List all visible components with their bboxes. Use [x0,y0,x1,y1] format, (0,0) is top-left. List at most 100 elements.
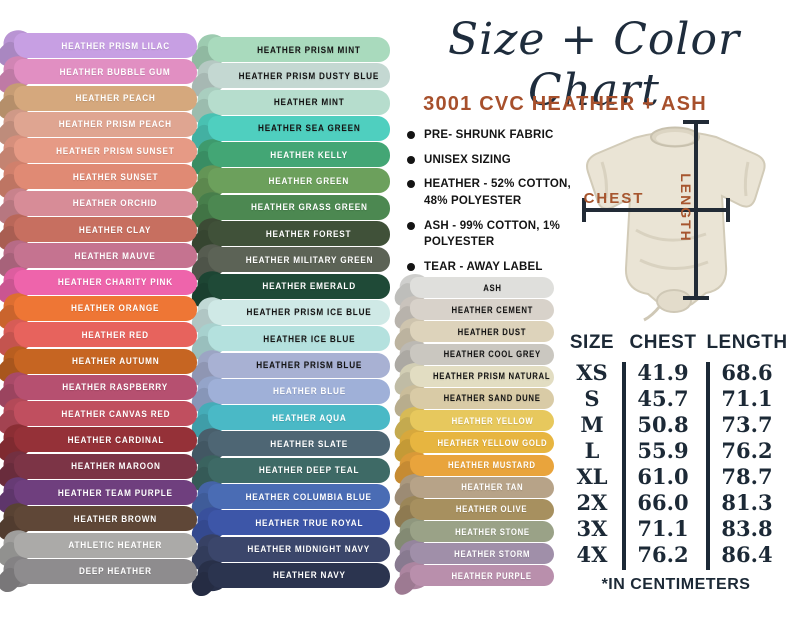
color-swatch: HEATHER STONE [410,521,554,543]
color-swatch-label: HEATHER MAUVE [74,250,157,261]
feature-text: HEATHER - 52% COTTON, 48% POLYESTER [424,178,571,208]
feature-text: PRE- SHRUNK FABRIC [424,129,554,141]
feature-list: PRE- SHRUNK FABRIC UNISEX SIZING HEATHER -… [407,127,579,284]
color-swatch: HEATHER DUST [410,321,554,343]
header-length: LENGTH [706,332,788,353]
tshirt-illustration: CHEST LENGTH [582,120,766,322]
color-swatch: HEATHER MINT [208,89,390,115]
bullet-icon [407,131,415,139]
color-swatch-label: HEATHER SUNSET [72,171,159,182]
knot-tail [643,305,662,322]
length-cell: 73.7 [721,412,773,437]
color-swatch-label: HEATHER YELLOW GOLD [437,437,547,448]
product-subtitle: 3001 CVC HEATHER + ASH [423,93,707,115]
size-cell: 3X [576,516,608,541]
color-swatch: HEATHER AUTUMN [14,348,197,374]
size-cell: L [584,438,600,463]
color-swatch: HEATHER BLUE [208,378,390,404]
color-swatch-label: HEATHER CEMENT [451,304,533,315]
color-swatch-label: HEATHER ORCHID [73,198,158,209]
chest-cell: 41.9 [637,360,689,385]
color-swatch-label: HEATHER BUBBLE GUM [60,66,171,77]
shirt-measurement-diagram: CHEST LENGTH [556,110,794,328]
color-swatch: HEATHER TAN [410,476,554,498]
fabric-fold [743,161,750,197]
color-swatch-label: HEATHER ICE BLUE [262,333,356,344]
length-cell: 68.6 [721,360,773,385]
page-title: Size + Color Chart [447,14,741,116]
color-swatch: HEATHER PRISM DUSTY BLUE [208,63,390,89]
color-swatch: HEATHER BROWN [14,506,197,532]
color-swatch: HEATHER PURPLE [410,565,554,587]
color-swatch-label: HEATHER PRISM BLUE [256,360,362,371]
color-swatch: HEATHER MUSTARD [410,454,554,476]
color-swatch-label: HEATHER GREEN [268,175,350,186]
chest-cell: 50.8 [637,412,689,437]
color-swatch-label: HEATHER SEA GREEN [257,123,361,134]
fabric-fold [600,161,608,199]
color-swatch-label: HEATHER RED [81,329,150,340]
header-size: SIZE [569,332,615,353]
color-swatch-label: HEATHER PRISM SUNSET [56,145,175,156]
color-swatch: HEATHER DEEP TEAL [208,457,390,483]
color-swatch-label: HEATHER RASPBERRY [62,382,169,393]
color-swatch: HEATHER CEMENT [410,299,554,321]
chest-cell: 76.2 [637,542,689,567]
color-swatch-label: HEATHER TRUE ROYAL [255,517,363,528]
color-swatch-label: HEATHER PRISM MINT [257,44,361,55]
color-swatch-label: HEATHER FOREST [266,228,352,239]
color-swatch: HEATHER RASPBERRY [14,374,197,400]
length-cell: 78.7 [721,464,773,489]
color-swatch: HEATHER FOREST [208,221,390,247]
length-cell: 76.2 [721,438,773,463]
color-swatch-label: HEATHER SLATE [270,438,348,449]
size-cell: M [580,412,604,437]
color-swatch: HEATHER SLATE [208,431,390,457]
size-table: SIZE CHEST LENGTH XS 41.9 68.6 S 45.7 71.1 M 50… [562,330,790,594]
color-swatch-label: HEATHER TEAM PURPLE [58,487,173,498]
color-swatch-label: HEATHER DEEP TEAL [258,465,360,476]
color-swatch: HEATHER RED [14,322,197,348]
color-swatch: HEATHER MAROON [14,453,197,479]
bullet-icon [407,221,415,230]
chest-cell: 66.0 [637,490,689,515]
size-cell: 2X [576,490,608,515]
color-swatch: HEATHER PRISM ICE BLUE [208,299,390,325]
color-swatch: HEATHER SUNSET [14,164,197,190]
color-swatch-label: ASH [482,282,502,293]
color-swatch: HEATHER CARDINAL [14,427,197,453]
color-swatch: HEATHER TRUE ROYAL [208,510,390,536]
color-swatch: HEATHER CANVAS RED [14,401,197,427]
color-swatch: HEATHER NAVY [208,562,390,588]
length-cell: 81.3 [721,490,773,515]
feature-item: HEATHER - 52% COTTON, 48% POLYESTER [407,176,579,209]
color-swatch-label: HEATHER BROWN [73,513,158,524]
color-swatch: HEATHER ORCHID [14,190,197,216]
color-swatch: HEATHER AQUA [208,405,390,431]
bullet-icon [407,155,415,164]
color-swatch: HEATHER SAND DUNE [410,387,554,409]
table-divider [706,362,710,570]
color-swatch: HEATHER TEAM PURPLE [14,480,197,506]
color-swatch-label: HEATHER COOL GREY [443,349,541,360]
color-swatch-label: HEATHER DUST [457,326,527,337]
feature-item: TEAR - AWAY LABEL [407,259,579,276]
color-swatch: ATHLETIC HEATHER [14,532,197,558]
length-label: LENGTH [678,173,694,243]
size-cell: 4X [576,542,608,567]
color-swatch-label: HEATHER PRISM PEACH [58,119,173,130]
color-swatch: HEATHER GRASS GREEN [208,194,390,220]
color-swatch: HEATHER SEA GREEN [208,115,390,141]
color-swatch-label: HEATHER CANVAS RED [61,408,170,419]
swatch-column-2: HEATHER PRISM MINT HEATHER PRISM DUSTY BL… [208,37,390,588]
tshirt-knot [656,289,692,313]
tshirt-body [586,130,766,310]
color-swatch-label: HEATHER CLAY [79,224,152,235]
color-swatch-label: HEATHER PURPLE [451,570,533,581]
color-swatch: HEATHER CHARITY PINK [14,269,197,295]
size-table-header: SIZE CHEST LENGTH [562,330,790,360]
color-swatch: DEEP HEATHER [14,558,197,584]
length-cell: 83.8 [721,516,773,541]
color-swatch: HEATHER PRISM LILAC [14,33,197,58]
